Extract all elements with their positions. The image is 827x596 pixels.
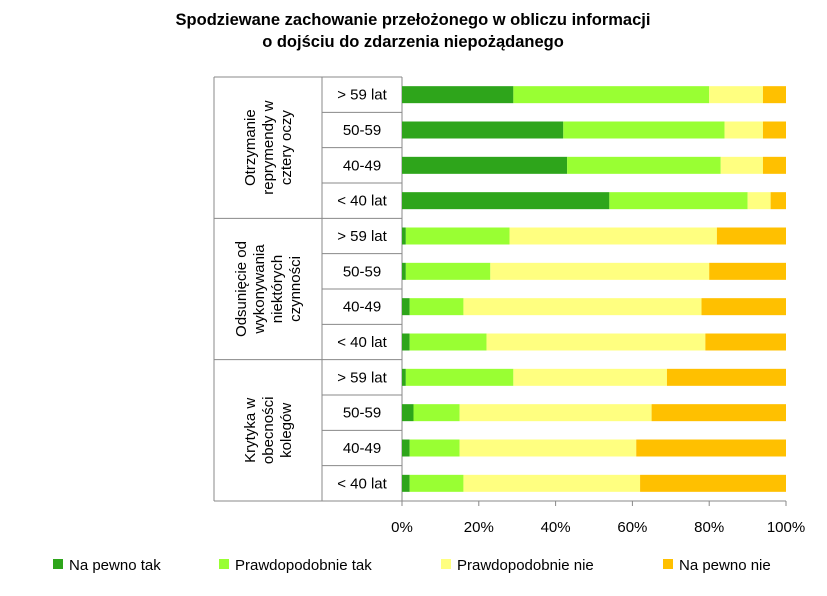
bar-segment: [405, 227, 510, 245]
bar-segment: [402, 439, 410, 457]
category-label: 40-49: [343, 157, 381, 174]
group-label-line: niektórych: [269, 255, 286, 323]
category-label: > 59 lat: [337, 87, 387, 104]
bar-segment: [402, 404, 414, 422]
group-label: Krytyka wobecnościkolegów: [242, 397, 295, 465]
chart-title-line: Spodziewane zachowanie przełożonego w ob…: [176, 11, 651, 29]
legend-label: Na pewno nie: [679, 557, 771, 574]
group-label-line: kolegów: [278, 403, 295, 458]
bar-segment: [459, 439, 637, 457]
bar-segment: [724, 121, 763, 139]
bar-segment: [409, 333, 487, 351]
bar-segment: [666, 368, 786, 386]
group-label-line: wykonywania: [251, 244, 268, 335]
legend-label: Prawdopodobnie tak: [235, 557, 372, 574]
bar-segment: [413, 404, 460, 422]
bar-segment: [402, 86, 514, 104]
x-tick-label: 20%: [464, 519, 494, 536]
bar-segment: [402, 227, 406, 245]
bar-segment: [563, 121, 725, 139]
bar-segment: [747, 192, 771, 210]
x-tick-label: 80%: [694, 519, 724, 536]
bar-segment: [409, 439, 460, 457]
category-label: < 40 lat: [337, 475, 387, 492]
bar-segment: [409, 474, 464, 492]
bar-segment: [720, 156, 763, 174]
bar-segment: [651, 404, 786, 422]
bar-segment: [402, 298, 410, 316]
bar-segment: [459, 404, 652, 422]
bar-segment: [513, 86, 710, 104]
bar-segment: [463, 298, 702, 316]
bar-segment: [567, 156, 721, 174]
group-label: Otrzymaniereprymendy wcztery oczy: [242, 100, 295, 194]
bar-segment: [716, 227, 786, 245]
x-axis-ticks: 0% 20% 40% 60% 80% 100%: [391, 501, 805, 536]
bar-segment: [709, 262, 786, 280]
group-label-line: Odsunięcie od: [233, 241, 250, 337]
bar-segment: [490, 262, 710, 280]
legend-label: Na pewno tak: [69, 557, 161, 574]
chart-axes: [213, 76, 786, 502]
bar-segment: [709, 86, 763, 104]
category-label: 50-59: [343, 263, 381, 280]
legend-swatch: [53, 559, 63, 569]
bar-segment: [402, 368, 406, 386]
bar-segment: [409, 298, 464, 316]
bar-segment: [701, 298, 786, 316]
group-label-line: obecności: [260, 397, 277, 465]
category-label: > 59 lat: [337, 228, 387, 245]
group-label: Odsunięcie odwykonywanianiektórychczynno…: [233, 241, 304, 337]
bar-segment: [402, 333, 410, 351]
group-label-line: czynności: [287, 256, 304, 322]
x-tick-label: 60%: [617, 519, 647, 536]
bar-segment: [513, 368, 667, 386]
category-label: 40-49: [343, 299, 381, 316]
bar-segment: [762, 86, 786, 104]
chart-bars: [402, 86, 786, 492]
x-tick-label: 100%: [767, 519, 805, 536]
group-label-line: Krytyka w: [242, 398, 259, 463]
bar-segment: [636, 439, 786, 457]
bar-segment: [486, 333, 706, 351]
bar-segment: [770, 192, 786, 210]
chart-title: Spodziewane zachowanie przełożonego w ob…: [176, 11, 651, 51]
group-label-line: cztery oczy: [278, 110, 295, 186]
bar-segment: [402, 262, 406, 280]
bar-segment: [402, 474, 410, 492]
bar-segment: [463, 474, 641, 492]
category-label: < 40 lat: [337, 334, 387, 351]
legend-swatch: [219, 559, 229, 569]
chart-legend: Na pewno tak Prawdopodobnie tak Prawdopodo…: [53, 557, 771, 574]
category-label: 40-49: [343, 440, 381, 457]
chart-title-line: o dojściu do zdarzenia niepożądanego: [262, 33, 564, 51]
bar-segment: [762, 156, 786, 174]
category-label: < 40 lat: [337, 193, 387, 210]
bar-segment: [405, 368, 514, 386]
x-tick-label: 40%: [541, 519, 571, 536]
bar-segment: [609, 192, 748, 210]
group-label-line: reprymendy w: [260, 100, 277, 194]
category-label: 50-59: [343, 405, 381, 422]
bar-segment: [705, 333, 786, 351]
legend-label: Prawdopodobnie nie: [457, 557, 594, 574]
group-label-line: Otrzymanie: [242, 109, 259, 186]
bar-segment: [762, 121, 786, 139]
bar-segment: [402, 192, 610, 210]
legend-swatch: [441, 559, 451, 569]
bar-segment: [402, 121, 564, 139]
bar-segment: [402, 156, 568, 174]
category-label: 50-59: [343, 122, 381, 139]
category-label: > 59 lat: [337, 369, 387, 386]
bar-segment: [405, 262, 491, 280]
bar-segment: [640, 474, 786, 492]
bar-segment: [509, 227, 717, 245]
y-axis-labels: > 59 lat 50-59 40-49 < 40 lat Otrzymanierepr…: [233, 87, 388, 493]
legend-swatch: [663, 559, 673, 569]
x-tick-label: 0%: [391, 519, 413, 536]
